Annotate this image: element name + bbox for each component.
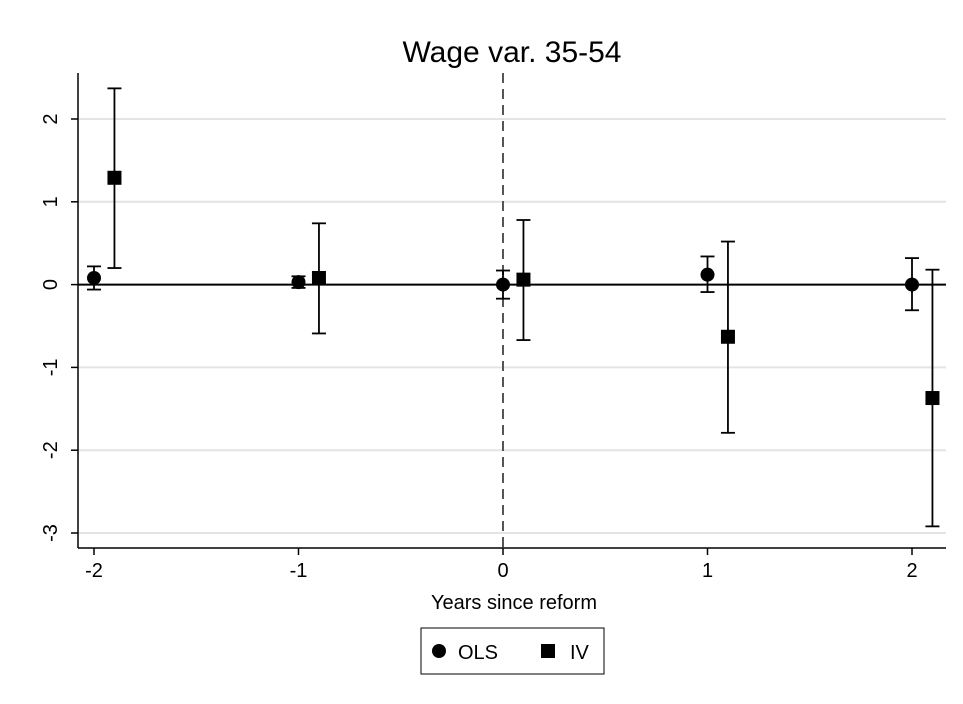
x-tick-label: 1: [702, 560, 713, 582]
iv-point: [720, 329, 735, 344]
ols-point: [291, 275, 306, 290]
iv-point: [925, 391, 940, 406]
ols-point: [700, 267, 715, 282]
legend-iv-marker: [541, 644, 555, 658]
gridlines: [78, 118, 946, 534]
ols-point: [87, 270, 101, 285]
axes: [77, 73, 946, 549]
y-tick-label: 1: [40, 196, 62, 207]
reference-lines: [78, 73, 946, 548]
legend-iv-label: IV: [570, 642, 590, 664]
x-axis-label: Years since reform: [431, 592, 597, 614]
y-tick-label: 0: [40, 279, 62, 290]
iv-point: [311, 270, 326, 285]
legend: OLS IV: [420, 627, 605, 675]
ols-point: [496, 277, 510, 292]
y-tick-label: -3: [40, 524, 62, 542]
legend-box: [420, 627, 605, 675]
x-tick-label: -1: [290, 560, 308, 582]
x-tick-label: 2: [906, 560, 917, 582]
iv-point: [107, 170, 122, 185]
chart-title: Wage var. 35-54: [402, 36, 621, 69]
x-axis-ticks: -2 -1 0 1 2: [85, 548, 918, 582]
data-marks: [87, 87, 940, 528]
x-tick-label: -2: [85, 560, 103, 582]
y-tick-label: -2: [40, 441, 62, 459]
y-tick-label: 2: [40, 113, 62, 124]
x-tick-label: 0: [497, 560, 508, 582]
y-axis-ticks: 2 1 0 -1 -2 -3: [40, 113, 78, 542]
ols-point: [905, 277, 919, 292]
iv-point: [516, 272, 531, 287]
legend-ols-label: OLS: [458, 642, 498, 664]
legend-ols-marker: [432, 644, 446, 658]
y-tick-label: -1: [40, 359, 62, 377]
